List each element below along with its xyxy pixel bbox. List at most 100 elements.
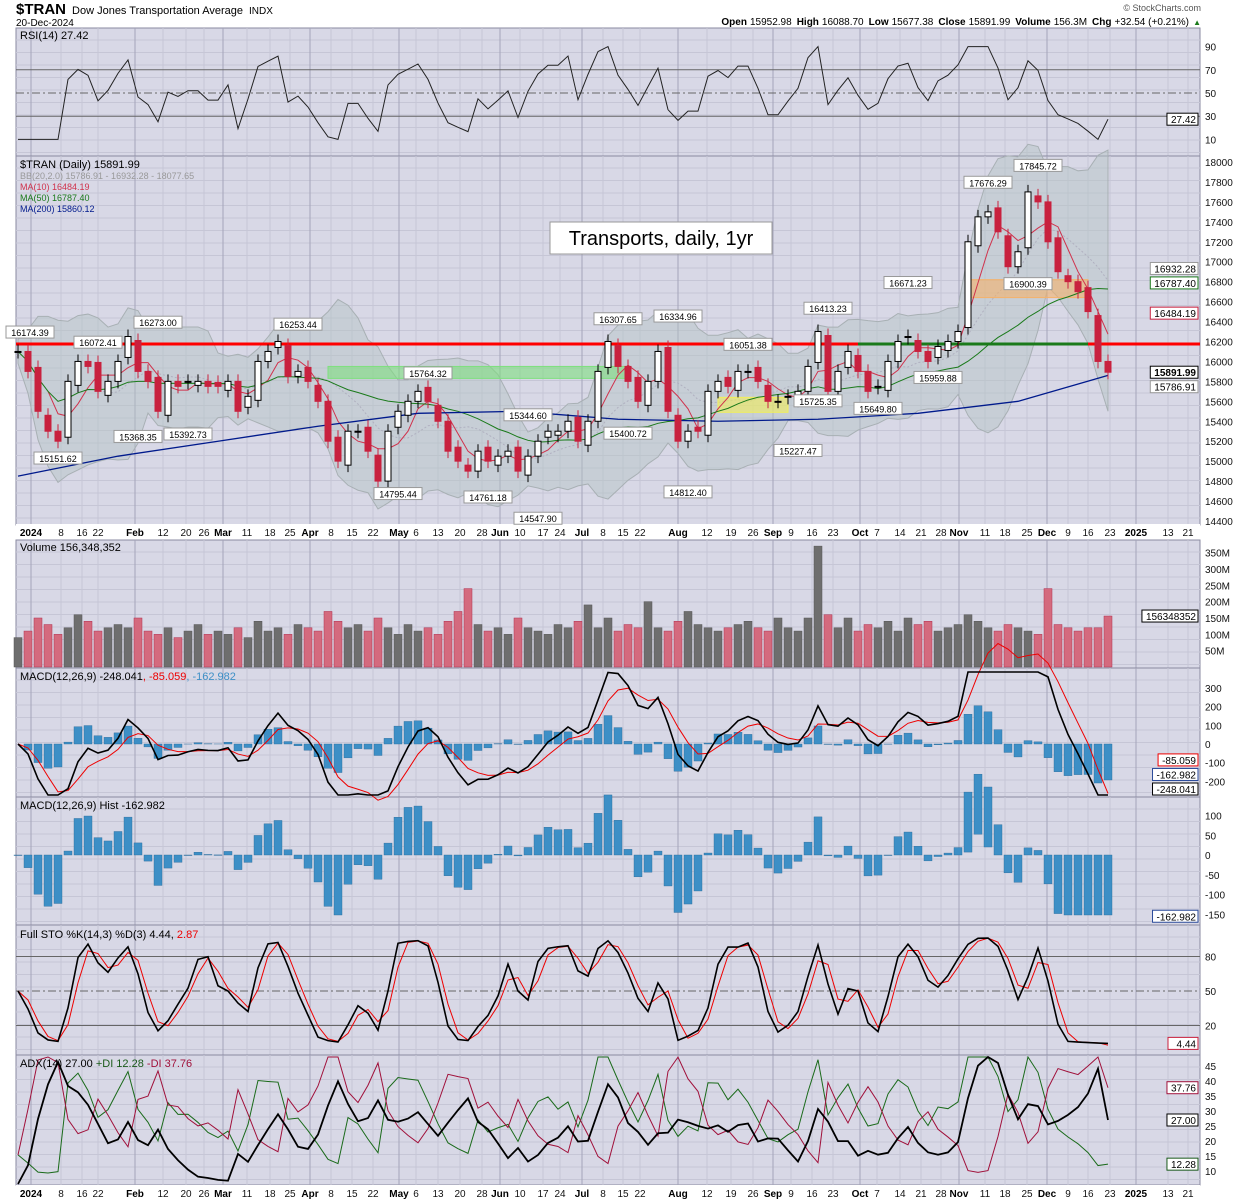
volume-tag-box [1141, 609, 1199, 623]
macd-hist-bar [903, 732, 913, 745]
macd-hist-bar [243, 743, 253, 748]
x-axis-label: 7 [874, 1189, 880, 1200]
annotation-title: Transports, daily, 1yr [569, 228, 754, 250]
macd-hist-bar [973, 705, 983, 745]
hist-bar [93, 837, 103, 856]
candle [684, 430, 692, 442]
volume-bar [323, 611, 333, 668]
hist-bar [663, 854, 673, 887]
volume-bar [1103, 615, 1113, 668]
macd-axis-label: 0 [1205, 740, 1211, 751]
hist-bar [993, 824, 1003, 856]
volume-bar [113, 624, 123, 668]
price-annotation: 16307.65 [599, 315, 637, 325]
minus-di-line [17, 1056, 1109, 1173]
annotation-box [549, 221, 773, 255]
candle [824, 335, 832, 392]
x-axis-label: 6 [413, 528, 419, 539]
macd-hist-bar [83, 725, 93, 745]
x-axis-label: 26 [198, 528, 210, 539]
hist-axis-label: 0 [1205, 851, 1211, 862]
volume-bar [903, 617, 913, 668]
candle [734, 370, 742, 391]
candle [914, 339, 922, 352]
hist-bar [183, 854, 193, 856]
volume-bar [253, 621, 263, 668]
hist-bar [103, 840, 113, 856]
close-label: Close [938, 17, 966, 28]
macd-hist-bar [503, 739, 513, 745]
hist-bar [903, 831, 913, 856]
candle [44, 414, 52, 432]
volume-bar [463, 588, 473, 668]
x-axis-label: 8 [58, 1189, 64, 1200]
volume-bar [53, 634, 63, 668]
hist-bar [1093, 854, 1103, 916]
volume-bar [363, 630, 373, 668]
hist-bar [623, 849, 633, 856]
macd-hist-bar [943, 742, 953, 745]
volume-bar [893, 630, 903, 668]
candle [984, 211, 992, 218]
candle [114, 360, 122, 382]
x-axis-label: 8 [600, 1189, 606, 1200]
hist-bar [583, 842, 593, 856]
volume-bar [1003, 624, 1013, 668]
volume-bar [623, 624, 633, 668]
candle [464, 464, 472, 472]
volume-bar [643, 601, 653, 668]
macd-hist-bar [173, 743, 183, 748]
macd-axis-label: -100 [1205, 759, 1225, 770]
macd-hist-bar [863, 743, 873, 755]
hist-bar [393, 817, 403, 856]
price-annotation: 17845.72 [1019, 161, 1057, 171]
x-axis-label: 16 [1082, 528, 1094, 539]
adx-tag: 27.00 [1171, 1116, 1196, 1127]
price-annotation: 16671.23 [889, 279, 927, 289]
hist-bar [1103, 854, 1113, 916]
chart-date: 20-Dec-2024 [16, 18, 74, 29]
x-axis-label: Aug [668, 1189, 687, 1200]
rsi-axis-label: 50 [1205, 89, 1217, 100]
candle [644, 380, 652, 406]
volume-bar [1073, 630, 1083, 668]
volume-bar [353, 624, 363, 668]
x-axis-label: 16 [806, 1189, 818, 1200]
price-annotation-box [5, 325, 55, 339]
macd-hist-bar [1053, 743, 1063, 772]
adx-axis-label: 10 [1205, 1167, 1217, 1178]
price-axis-label: 17400 [1205, 218, 1233, 229]
hist-bar [113, 831, 123, 856]
volume-bar [63, 627, 73, 668]
hist-bar [163, 854, 173, 869]
candle [94, 361, 102, 392]
macd-hist-bar [603, 715, 613, 745]
hist-bar [23, 854, 33, 868]
volume-bar [1023, 630, 1033, 668]
candle [174, 380, 182, 387]
adx-axis-label: 35 [1205, 1092, 1217, 1103]
volume-tag: 156348352 [1146, 612, 1196, 623]
macd-hist-bar [773, 743, 783, 753]
adx-axis-label: 25 [1205, 1122, 1217, 1133]
candle [334, 436, 342, 462]
rsi-panel [15, 27, 1201, 157]
macd-tag-box [1157, 753, 1199, 767]
x-axis-label: Apr [301, 1189, 318, 1200]
volume-label: Volume [1015, 17, 1051, 28]
price-axis-label: 15400 [1205, 417, 1233, 428]
candle [934, 345, 942, 358]
x-axis-label: 2025 [1125, 528, 1148, 539]
hist-bar [133, 842, 143, 856]
candle [604, 340, 612, 368]
macd-hist-bar [393, 725, 403, 745]
green-zone [327, 365, 629, 379]
hist-bar [923, 854, 933, 862]
x-axis-label: 2025 [1125, 1189, 1148, 1200]
candle [964, 241, 972, 329]
x-axis-label: 23 [827, 1189, 839, 1200]
x-axis-label: 19 [725, 1189, 737, 1200]
volume-bar [653, 627, 663, 668]
price-annotation: 14795.44 [379, 490, 417, 500]
candle [664, 346, 672, 412]
